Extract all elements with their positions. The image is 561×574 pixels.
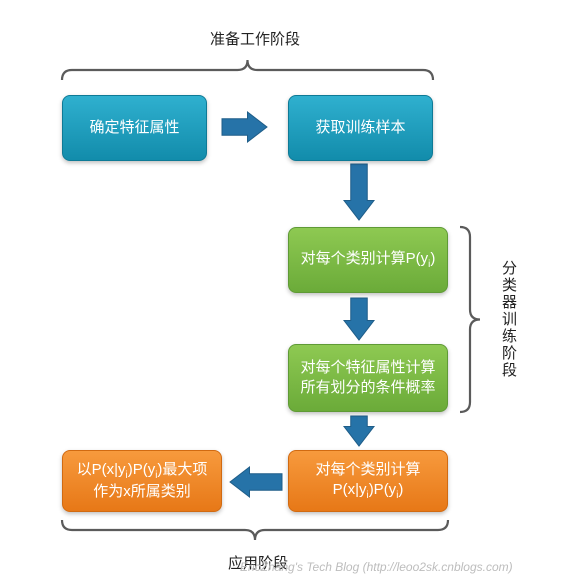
node-text: 对每个特征属性计算所有划分的条件概率	[300, 358, 435, 399]
node-text: 对每个类别计算P(yi)	[301, 249, 436, 271]
node-text: 以P(x|yi)P(yi)最大项作为x所属类别	[77, 460, 208, 502]
node-compute-pyi: 对每个类别计算P(yi)	[288, 227, 448, 293]
arrow-n4-n5	[344, 416, 374, 446]
node-compute-pxyi: 对每个类别计算P(x|yi)P(yi)	[288, 450, 448, 512]
node-text: 获取训练样本	[315, 118, 405, 138]
node-text: 对每个类别计算P(x|yi)P(yi)	[315, 460, 420, 502]
node-compute-conditional: 对每个特征属性计算所有划分的条件概率	[288, 344, 448, 412]
arrow-n5-n6	[230, 467, 282, 497]
node-determine-features: 确定特征属性	[62, 95, 207, 161]
arrow-n1-n2	[222, 112, 267, 142]
watermark-text: EricZhang's Tech Blog (http://leoo2sk.cn…	[240, 560, 513, 574]
node-acquire-samples: 获取训练样本	[288, 95, 433, 161]
arrow-n2-n3	[344, 164, 374, 220]
flowchart-canvas: 准备工作阶段 分类器训练阶段 应用阶段 确定特征属性 获取训练样本 对每个类别计…	[0, 0, 561, 574]
node-text: 确定特征属性	[89, 118, 179, 138]
node-assign-class: 以P(x|yi)P(yi)最大项作为x所属类别	[62, 450, 222, 512]
arrow-n3-n4	[344, 298, 374, 340]
